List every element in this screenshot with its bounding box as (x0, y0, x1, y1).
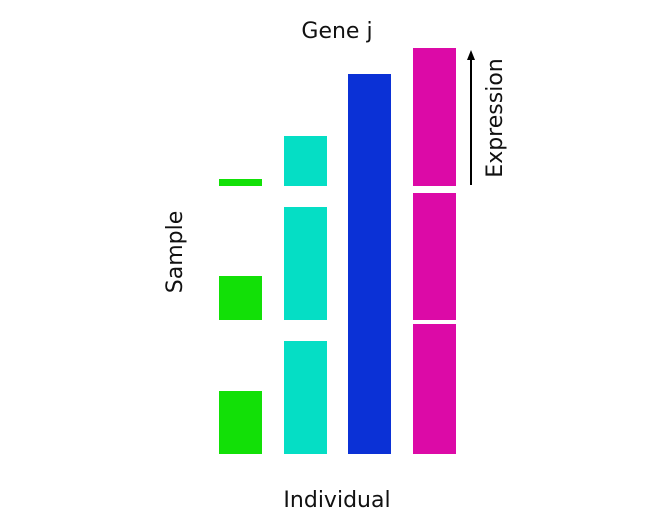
bar-row2-individual3 (348, 182, 391, 320)
bar-row2-individual4 (413, 193, 456, 320)
expression-arrow-head (467, 50, 475, 60)
bar-row2-individual1 (219, 276, 262, 320)
bar-row1-individual2 (284, 136, 327, 186)
bar-groups (219, 48, 456, 454)
bar-row1-individual1 (219, 179, 262, 186)
bar-row3-individual2 (284, 341, 327, 454)
bar-row3-individual4 (413, 324, 456, 454)
bar-row3-individual1 (219, 391, 262, 454)
bar-row1-individual4 (413, 48, 456, 186)
expression-label: Expression (483, 58, 508, 177)
y-axis-label: Sample (163, 211, 188, 294)
bar-row1-individual3 (348, 74, 391, 186)
bar-row2-individual2 (284, 207, 327, 320)
x-axis-label: Individual (283, 488, 390, 508)
bar-row3-individual3 (348, 316, 391, 454)
title-gene-j: Gene j (301, 19, 372, 44)
